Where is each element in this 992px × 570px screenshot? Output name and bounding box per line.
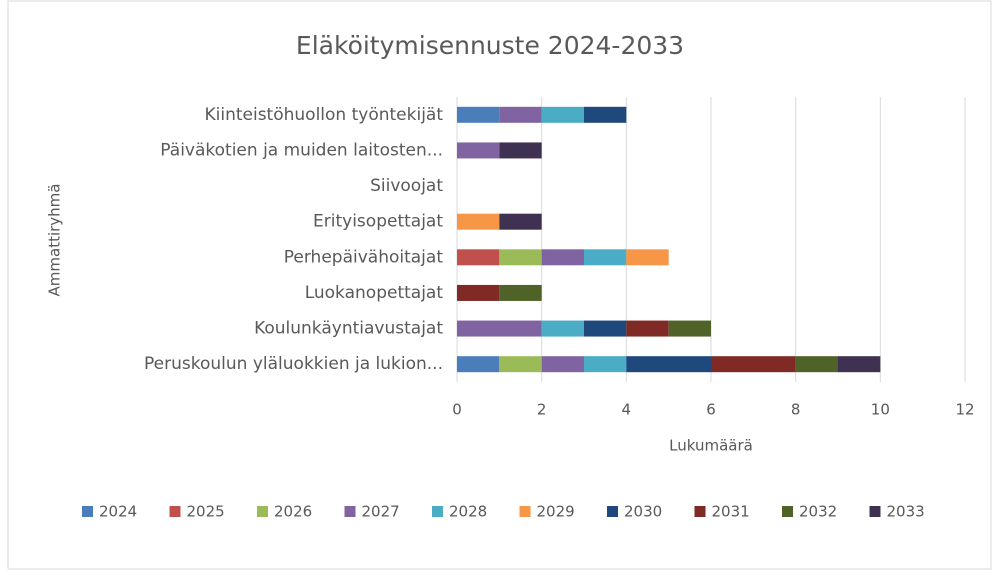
legend-swatch xyxy=(344,506,356,517)
legend-swatch xyxy=(869,506,881,517)
bar-segment xyxy=(499,356,542,373)
y-tick-label: Erityisopettajat xyxy=(313,212,443,232)
x-tick-label: 8 xyxy=(791,401,801,419)
bar-segment xyxy=(541,356,584,373)
legend-swatch xyxy=(432,506,443,517)
x-tick-label: 0 xyxy=(452,401,462,419)
bar-segment xyxy=(668,320,711,337)
bar-segment xyxy=(584,356,627,373)
bar-segment xyxy=(499,106,542,123)
legend-swatch xyxy=(607,506,618,517)
legend-swatch xyxy=(694,506,706,517)
bar-segment xyxy=(457,320,542,337)
legend-label: 2026 xyxy=(274,503,312,521)
y-tick-label: Koulunkäyntiavustajat xyxy=(254,319,443,339)
legend-label: 2031 xyxy=(712,503,750,521)
y-tick-label: Päiväkotien ja muiden laitosten... xyxy=(160,140,443,160)
legend-label: 2029 xyxy=(537,503,575,521)
legend-label: 2033 xyxy=(887,503,925,521)
bar-segment xyxy=(541,320,584,337)
y-tick-label: Peruskoulun yläluokkien ja lukion... xyxy=(144,354,443,374)
chart-title: Eläköitymisennuste 2024-2033 xyxy=(296,31,684,60)
legend-label: 2024 xyxy=(99,503,137,521)
x-tick-label: 2 xyxy=(537,401,547,419)
bar-segment xyxy=(457,142,500,159)
x-tick-label: 12 xyxy=(955,401,974,419)
y-tick-label: Luokanopettajat xyxy=(305,283,444,303)
bar-segment xyxy=(711,356,796,373)
legend-label: 2025 xyxy=(187,503,225,521)
bar-segment xyxy=(584,249,627,266)
x-tick-label: 10 xyxy=(871,401,890,419)
y-tick-label: Siivoojat xyxy=(370,176,443,196)
bar-segment xyxy=(626,356,711,373)
y-axis-label: Ammattiryhmä xyxy=(46,184,64,297)
bar-segment xyxy=(499,142,542,159)
legend-label: 2028 xyxy=(449,503,487,521)
bar-segment xyxy=(457,356,500,373)
bar-segment xyxy=(541,249,584,266)
legend-swatch xyxy=(782,506,793,517)
legend-label: 2027 xyxy=(362,503,400,521)
x-tick-label: 4 xyxy=(622,401,632,419)
bar-segment xyxy=(795,356,838,373)
legend-swatch xyxy=(169,506,181,517)
y-tick-label: Perhepäivähoitajat xyxy=(284,247,444,267)
legend-label: 2032 xyxy=(799,503,837,521)
bar-segment xyxy=(626,320,669,337)
legend-swatch xyxy=(82,506,93,517)
bar-segment xyxy=(457,249,500,266)
bar-segment xyxy=(584,106,627,123)
legend-swatch xyxy=(519,506,531,517)
bar-segment xyxy=(457,213,500,230)
bar-segment xyxy=(838,356,881,373)
bar-segment xyxy=(499,213,542,230)
bar-segment xyxy=(584,320,627,337)
x-axis-label: Lukumäärä xyxy=(669,437,753,455)
bar-segment xyxy=(626,249,669,266)
bar-segment xyxy=(499,284,542,301)
x-tick-label: 6 xyxy=(706,401,716,419)
bar-segment xyxy=(541,106,584,123)
legend-label: 2030 xyxy=(624,503,662,521)
bar-segment xyxy=(457,284,500,301)
bar-segment xyxy=(499,249,542,266)
legend-swatch xyxy=(257,506,268,517)
bar-segment xyxy=(457,106,500,123)
y-tick-label: Kiinteistöhuollon työntekijät xyxy=(204,105,443,125)
